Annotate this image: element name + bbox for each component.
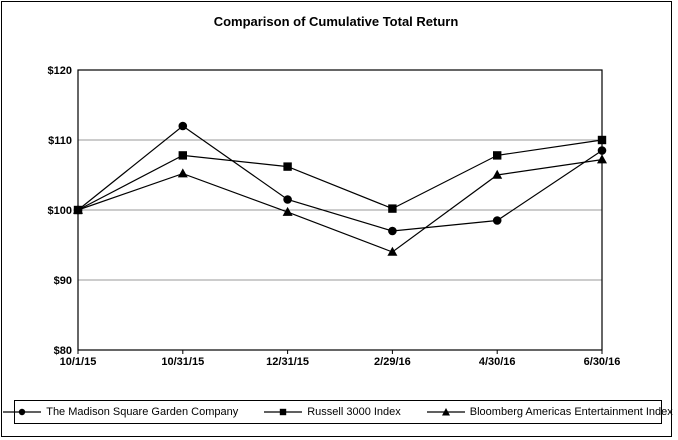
legend-label: Bloomberg Americas Entertainment Index xyxy=(469,406,673,418)
chart-title: Comparison of Cumulative Total Return xyxy=(213,14,459,29)
series-line xyxy=(77,139,603,211)
y-axis-tick-label: $90 xyxy=(54,275,72,287)
circle-icon xyxy=(597,146,607,155)
square-icon xyxy=(283,162,292,171)
circle-icon xyxy=(388,226,397,236)
legend-marker-circle-icon xyxy=(3,408,42,416)
y-axis-tick-label: $80 xyxy=(54,345,72,357)
legend-item: Bloomberg Americas Entertainment Index xyxy=(426,406,673,418)
square-icon xyxy=(597,135,607,145)
legend-marker-triangle-icon xyxy=(426,408,465,416)
x-axis-tick-label: 10/1/15 xyxy=(60,356,97,368)
y-axis-tick-label: $120 xyxy=(48,65,72,77)
legend-marker-square-icon xyxy=(264,408,303,416)
series-line xyxy=(77,125,603,232)
x-axis-tick-label: 2/29/16 xyxy=(374,356,411,368)
series-line xyxy=(77,159,603,253)
triangle-icon xyxy=(282,206,293,216)
square-icon xyxy=(73,205,83,215)
chart-legend: The Madison Square Garden Company Russell… xyxy=(3,400,673,424)
triangle-icon xyxy=(177,168,188,178)
triangle-icon xyxy=(597,154,607,164)
circle-icon xyxy=(283,195,292,204)
legend-label: Russell 3000 Index xyxy=(307,406,401,418)
x-axis-tick-label: 6/30/16 xyxy=(584,356,621,368)
x-axis-tick-label: 4/30/16 xyxy=(479,356,516,368)
y-axis-tick-label: $110 xyxy=(48,135,72,147)
circle-icon xyxy=(492,216,502,225)
x-axis-tick-label: 12/31/15 xyxy=(266,356,309,368)
square-icon xyxy=(388,204,397,213)
legend-label: The Madison Square Garden Company xyxy=(46,406,239,418)
triangle-icon xyxy=(492,169,503,179)
circle-icon xyxy=(178,121,188,131)
triangle-icon xyxy=(387,246,398,256)
y-axis-tick-label: $100 xyxy=(48,205,72,217)
square-icon xyxy=(493,151,502,160)
square-icon xyxy=(178,151,187,160)
legend-item: Russell 3000 Index xyxy=(264,406,401,418)
legend-item: The Madison Square Garden Company xyxy=(3,406,238,418)
x-axis-tick-label: 10/31/15 xyxy=(161,356,204,368)
